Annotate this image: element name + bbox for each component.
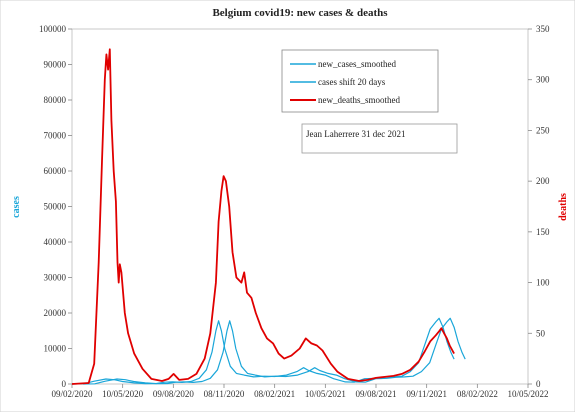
y-axis-label-right: deaths	[558, 193, 569, 221]
y-tick-label-left: 100000	[39, 24, 67, 34]
y-tick-label-left: 20000	[44, 308, 67, 318]
legend-label: cases shift 20 days	[318, 77, 386, 87]
annotation-box: Jean Laherrere 31 dec 2021	[301, 123, 458, 154]
x-tick-label: 08/02/2021	[254, 389, 295, 399]
x-tick-label: 10/05/2022	[507, 389, 548, 399]
x-tick-label: 09/08/2020	[153, 389, 195, 399]
y-tick-label-left: 80000	[44, 95, 67, 105]
legend-label: new_deaths_smoothed	[318, 95, 400, 105]
x-tick-label: 10/05/2021	[305, 389, 346, 399]
legend-label: new_cases_smoothed	[318, 59, 396, 69]
legend-box	[281, 49, 439, 113]
y-tick-label-left: 40000	[44, 237, 67, 247]
x-tick-label: 09/08/2021	[355, 389, 396, 399]
y-tick-label-right: 50	[536, 328, 546, 338]
y-tick-label-right: 100	[536, 278, 550, 288]
y-tick-label-left: 30000	[44, 273, 67, 283]
annotation-text: Jean Laherrere 31 dec 2021	[306, 129, 405, 139]
axes: 0 10000 20000 30000 40000 50000 60000 70000 8000…	[39, 24, 550, 399]
x-tick-label: 09/02/2020	[51, 389, 93, 399]
x-tick-label: 08/02/2022	[457, 389, 498, 399]
y-tick-label-left: 60000	[44, 166, 67, 176]
annotation-frame	[301, 123, 458, 154]
series-layer	[71, 48, 466, 385]
chart-title: Belgium covid19: new cases & deaths	[212, 7, 388, 19]
y-tick-label-right: 250	[536, 125, 550, 135]
y-tick-label-right: 350	[536, 24, 550, 34]
y-tick-label-left: 0	[62, 379, 67, 389]
y-tick-label-left: 70000	[44, 131, 67, 141]
y-tick-label-right: 300	[536, 75, 550, 85]
x-tick-label: 09/11/2021	[406, 389, 447, 399]
x-tick-label: 08/11/2020	[204, 389, 245, 399]
y-tick-label-right: 0	[536, 379, 541, 389]
series-line-new-deaths-smoothed	[71, 48, 455, 385]
y-tick-label-left: 50000	[44, 202, 67, 212]
x-tick-label: 10/05/2020	[102, 389, 144, 399]
y-tick-label-right: 150	[536, 227, 550, 237]
y-axis-label-left: cases	[11, 196, 22, 218]
y-tick-label-left: 90000	[44, 60, 67, 70]
y-tick-label-left: 10000	[44, 344, 67, 354]
y-tick-label-right: 200	[536, 176, 550, 186]
